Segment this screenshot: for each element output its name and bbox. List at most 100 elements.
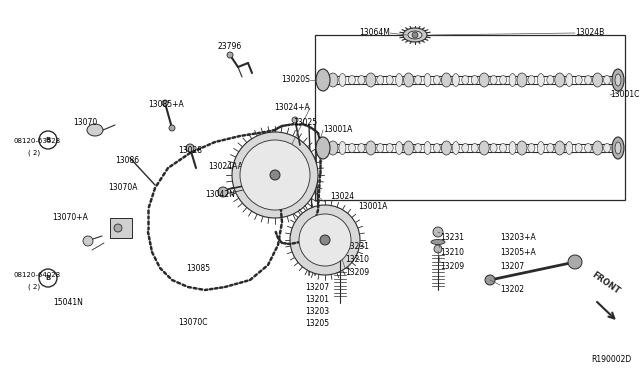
Bar: [110, 218, 132, 238]
Ellipse shape: [358, 144, 365, 153]
Text: 13207: 13207: [500, 262, 524, 271]
Circle shape: [227, 52, 233, 58]
Ellipse shape: [555, 73, 564, 87]
Ellipse shape: [615, 74, 621, 86]
Text: 13070: 13070: [73, 118, 97, 127]
Ellipse shape: [403, 28, 427, 42]
Text: 08120-63528: 08120-63528: [14, 138, 61, 144]
Ellipse shape: [566, 141, 573, 154]
Ellipse shape: [528, 144, 535, 153]
Ellipse shape: [593, 141, 602, 155]
Circle shape: [240, 140, 310, 210]
Ellipse shape: [555, 141, 564, 155]
Text: 13024A: 13024A: [310, 238, 339, 247]
Text: 13086: 13086: [115, 156, 139, 165]
Ellipse shape: [575, 76, 582, 84]
Circle shape: [299, 214, 351, 266]
Circle shape: [39, 131, 57, 149]
Circle shape: [186, 144, 194, 152]
Ellipse shape: [328, 141, 338, 155]
Circle shape: [412, 32, 418, 38]
Circle shape: [320, 235, 330, 245]
Ellipse shape: [538, 74, 545, 87]
Ellipse shape: [358, 76, 365, 84]
Text: 13070C: 13070C: [178, 318, 207, 327]
Ellipse shape: [462, 144, 468, 153]
Ellipse shape: [328, 73, 338, 87]
Text: B: B: [45, 275, 51, 281]
Ellipse shape: [442, 73, 451, 87]
Ellipse shape: [386, 144, 393, 153]
Ellipse shape: [500, 76, 507, 84]
Text: 13025: 13025: [293, 118, 317, 127]
Text: 13024B: 13024B: [575, 28, 604, 37]
Ellipse shape: [509, 141, 516, 154]
Ellipse shape: [584, 76, 591, 84]
Ellipse shape: [500, 144, 507, 153]
Ellipse shape: [366, 141, 376, 155]
Ellipse shape: [479, 141, 489, 155]
Circle shape: [218, 187, 228, 197]
Ellipse shape: [87, 124, 103, 136]
Text: 13201: 13201: [305, 295, 329, 304]
Ellipse shape: [408, 31, 422, 39]
Text: 13231: 13231: [440, 233, 464, 242]
Circle shape: [433, 227, 443, 237]
Bar: [315, 35, 625, 200]
Ellipse shape: [566, 74, 573, 87]
Circle shape: [336, 246, 344, 254]
Ellipse shape: [612, 137, 624, 159]
Ellipse shape: [612, 69, 624, 91]
Circle shape: [434, 245, 442, 253]
Ellipse shape: [490, 144, 497, 153]
Ellipse shape: [604, 144, 611, 153]
Ellipse shape: [386, 76, 393, 84]
Ellipse shape: [404, 141, 413, 155]
Text: 13028: 13028: [178, 146, 202, 155]
Text: 13070A: 13070A: [108, 183, 138, 192]
Ellipse shape: [348, 144, 355, 153]
Ellipse shape: [547, 76, 554, 84]
Text: 13024: 13024: [330, 192, 354, 201]
Ellipse shape: [377, 144, 384, 153]
Ellipse shape: [471, 76, 478, 84]
Text: 23796: 23796: [218, 42, 243, 51]
Text: 13202: 13202: [500, 285, 524, 294]
Text: 13001C: 13001C: [610, 90, 639, 99]
Ellipse shape: [339, 141, 346, 154]
Text: 13210: 13210: [345, 255, 369, 264]
Ellipse shape: [396, 74, 403, 87]
Ellipse shape: [433, 76, 440, 84]
Ellipse shape: [366, 73, 376, 87]
Ellipse shape: [452, 74, 460, 87]
Ellipse shape: [615, 142, 621, 154]
Text: 13209: 13209: [440, 262, 464, 271]
Circle shape: [39, 269, 57, 287]
Circle shape: [485, 275, 495, 285]
Ellipse shape: [575, 144, 582, 153]
Ellipse shape: [433, 144, 440, 153]
Text: 13231: 13231: [345, 242, 369, 251]
Text: 13210: 13210: [440, 248, 464, 257]
Ellipse shape: [593, 73, 602, 87]
Ellipse shape: [517, 73, 527, 87]
Ellipse shape: [462, 76, 468, 84]
Ellipse shape: [339, 74, 346, 87]
Text: 13203: 13203: [305, 307, 329, 316]
Text: 13085: 13085: [186, 264, 210, 273]
Text: R190002D: R190002D: [592, 355, 632, 364]
Ellipse shape: [471, 144, 478, 153]
Text: 13203+A: 13203+A: [500, 233, 536, 242]
Text: B: B: [45, 137, 51, 143]
Ellipse shape: [316, 69, 330, 91]
Text: 13001A: 13001A: [323, 125, 353, 134]
Text: 13024AA: 13024AA: [208, 162, 243, 171]
Ellipse shape: [404, 73, 413, 87]
Circle shape: [162, 100, 168, 106]
Ellipse shape: [415, 76, 422, 84]
Ellipse shape: [424, 141, 431, 154]
Circle shape: [83, 236, 93, 246]
Circle shape: [292, 117, 298, 123]
Ellipse shape: [452, 141, 460, 154]
Circle shape: [114, 224, 122, 232]
